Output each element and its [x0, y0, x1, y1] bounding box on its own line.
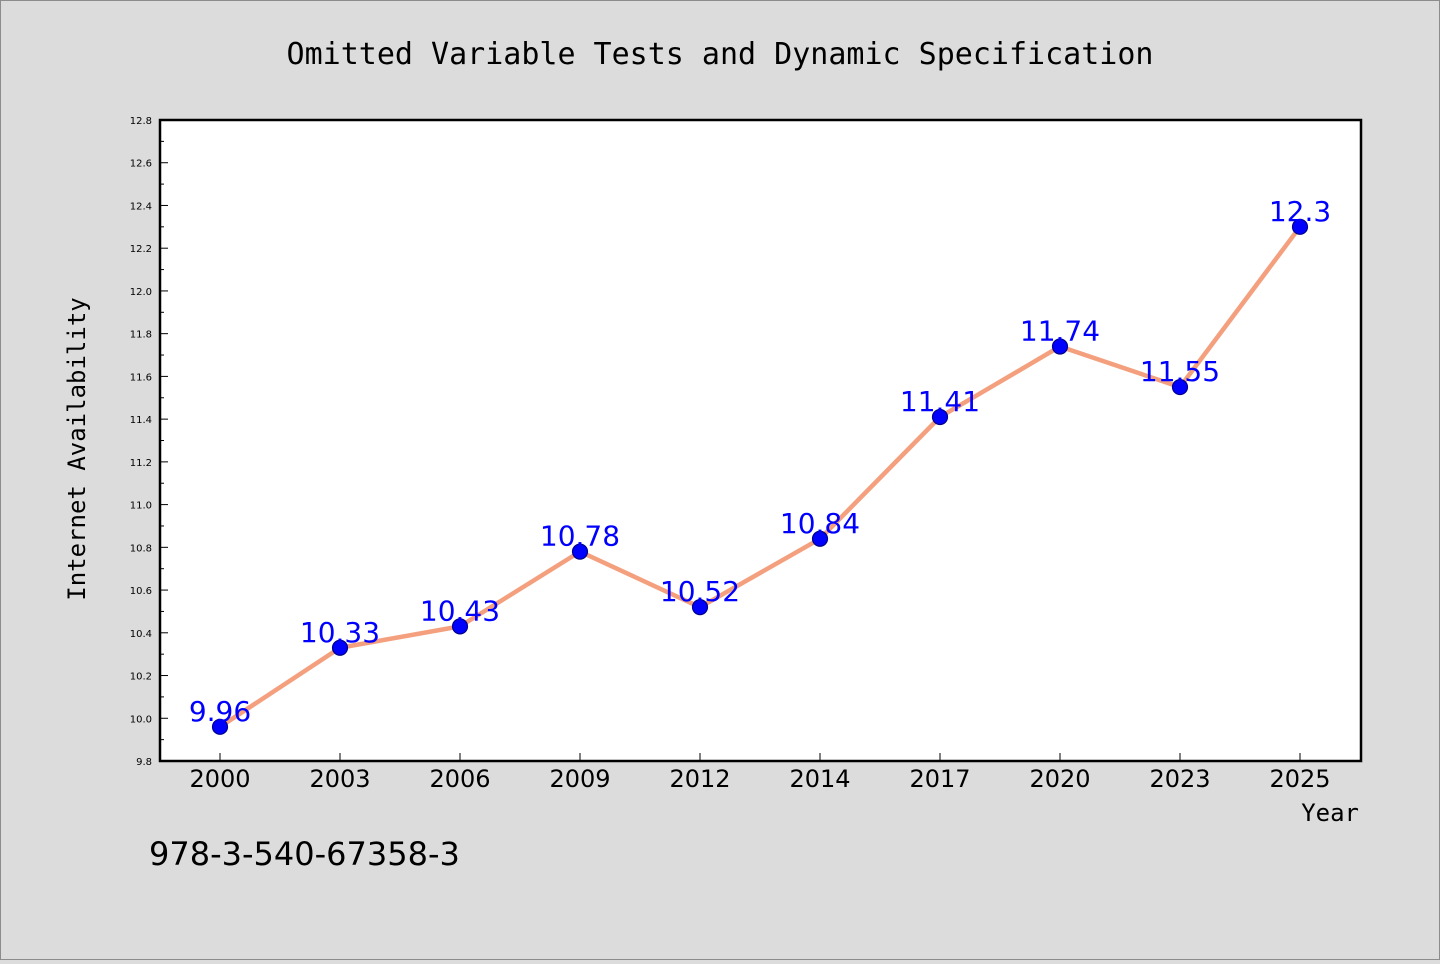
y-tick-label: 12.6: [130, 159, 152, 170]
data-label: 10.52: [660, 575, 740, 608]
data-point: [691, 599, 709, 616]
y-tick-label: 9.8: [136, 757, 152, 768]
y-tick-label: 12.4: [130, 201, 152, 212]
y-tick-label: 10.0: [130, 714, 152, 725]
data-label: 10.78: [540, 520, 620, 553]
data-label: 9.96: [189, 695, 251, 728]
y-tick-label: 11.0: [130, 501, 152, 512]
data-point: [211, 718, 229, 735]
x-tick-label: 2020: [1029, 765, 1090, 793]
y-tick-label: 10.8: [130, 543, 152, 554]
x-tick-label: 2017: [909, 765, 970, 793]
y-tick-label: 12.0: [130, 287, 152, 298]
data-point: [331, 639, 349, 656]
y-tick-label: 12.8: [130, 116, 152, 127]
series-layer: 9.96 10.33 10.43 10.78 10.52 10.84 11.41 11.74 1…: [189, 195, 1331, 735]
x-tick-label: 2006: [429, 765, 490, 793]
x-tick-label: 2014: [789, 765, 850, 793]
y-tick-label: 12.2: [130, 244, 152, 255]
plot-area: [158, 118, 1363, 763]
y-tick-label: 10.6: [130, 586, 152, 597]
y-axis-label: Internet Availability: [63, 297, 91, 600]
y-tick-label: 11.2: [130, 458, 152, 469]
x-tick-label: 2000: [189, 765, 250, 793]
y-tick-label: 11.8: [130, 330, 152, 341]
data-point: [571, 543, 589, 560]
data-point: [1291, 218, 1309, 235]
y-axis: 9.8 10.0 10.2 10.4 10.6 10.8 11.0 11.2 11.4 11.6 1…: [130, 116, 168, 768]
data-point: [1051, 338, 1069, 355]
data-point: [451, 618, 469, 635]
y-tick-label: 10.2: [130, 672, 152, 683]
data-label: 10.84: [780, 507, 860, 540]
data-label: 12.3: [1269, 195, 1331, 228]
y-tick-label: 11.6: [130, 372, 152, 383]
y-tick-label: 11.4: [130, 415, 152, 426]
x-tick-label: 2012: [669, 765, 730, 793]
series-line: [217, 224, 1303, 730]
x-tick-label: 2009: [549, 765, 610, 793]
chart-title: Omitted Variable Tests and Dynamic Speci…: [287, 37, 1154, 72]
data-label: 11.55: [1140, 355, 1220, 388]
footnote-isbn: 978-3-540-67358-3: [149, 835, 460, 873]
x-tick-label: 2025: [1269, 765, 1330, 793]
data-point: [811, 530, 829, 547]
x-axis-label: Year: [1301, 799, 1359, 827]
data-point: [1171, 378, 1189, 396]
x-axis: 2000 2003 2006 2009 2012 2014 2017 2020 2023 2025: [189, 753, 1331, 793]
data-label: 11.41: [900, 385, 980, 418]
data-label: 10.33: [300, 616, 380, 649]
data-label: 10.43: [420, 594, 500, 627]
x-tick-label: 2003: [309, 765, 370, 793]
data-label: 11.74: [1020, 314, 1100, 347]
data-point: [931, 408, 949, 426]
x-tick-label: 2023: [1149, 765, 1210, 793]
y-tick-label: 10.4: [130, 629, 152, 640]
